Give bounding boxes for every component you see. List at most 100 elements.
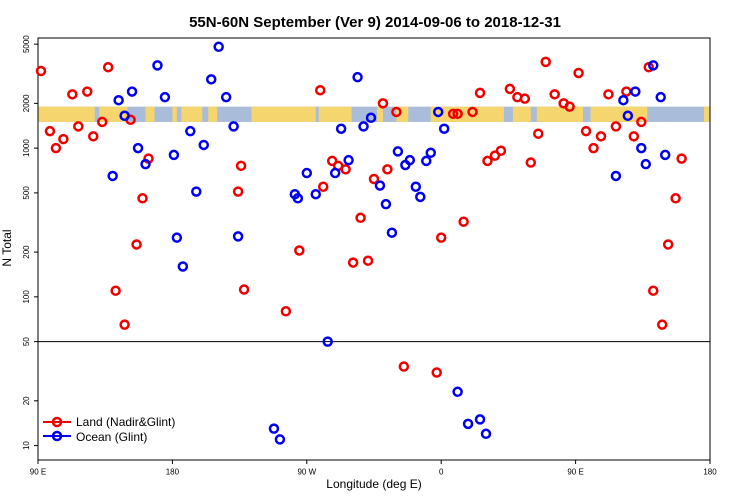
y-tick-label: 100 [22, 290, 31, 304]
y-tick-label: 1000 [22, 139, 31, 157]
land-point [670, 193, 681, 204]
ocean-point [655, 91, 666, 103]
land-point [595, 131, 607, 142]
ocean-point [228, 121, 239, 132]
legend-ocean-label: Ocean (Glint) [76, 430, 147, 444]
ocean-point [171, 232, 183, 243]
land-point [452, 108, 463, 120]
land-point [238, 284, 250, 295]
land-point [58, 133, 69, 145]
land-point [398, 361, 410, 372]
x-tick-label: 0 [439, 468, 444, 477]
y-tick-label: 500 [22, 186, 31, 200]
land-point [482, 155, 493, 167]
land-point [280, 306, 292, 317]
ocean-point [421, 155, 432, 167]
land-point [294, 245, 305, 256]
land-point [235, 160, 247, 172]
ocean-point [329, 167, 341, 179]
land-point [519, 93, 531, 104]
land-point [355, 212, 366, 224]
ocean-point [220, 91, 232, 103]
land-point [636, 116, 647, 128]
land-point [44, 125, 56, 137]
ocean-point [159, 91, 171, 103]
land-point [340, 164, 351, 175]
ocean-point [177, 261, 189, 272]
y-tick-label: 2000 [22, 94, 31, 112]
ocean-point [630, 86, 641, 97]
ocean-point [185, 125, 196, 137]
ocean-point [191, 186, 202, 197]
land-point [540, 56, 551, 68]
land-ocean-band [38, 106, 710, 122]
y-tick-label: 5000 [22, 35, 31, 53]
plot-frame [37, 37, 711, 461]
y-axis: 10 20 50 100 200 500 1000 2000 5000 [22, 35, 38, 450]
land-segment [430, 106, 504, 122]
ocean-point [132, 142, 144, 154]
land-segment [396, 106, 409, 122]
ocean-point [274, 434, 286, 445]
ocean-point [659, 149, 671, 161]
x-axis-label: Longitude (deg E) [326, 477, 421, 491]
ocean-point [404, 154, 416, 166]
land-point [50, 142, 62, 154]
land-segment [704, 106, 710, 122]
land-segment [172, 106, 177, 122]
ocean-point [205, 74, 217, 85]
x-tick-label: 180 [703, 468, 717, 477]
ocean-point [410, 181, 422, 192]
land-point [110, 285, 121, 296]
land-point [588, 142, 599, 154]
ocean-point [268, 423, 280, 434]
land-point [467, 106, 478, 118]
ocean-point [474, 414, 486, 425]
ocean-point [343, 154, 354, 166]
land-segment [512, 106, 531, 122]
land-point [549, 89, 560, 100]
land-point [102, 61, 114, 73]
land-point [662, 239, 674, 250]
land-point [67, 89, 78, 100]
y-tick-label: 200 [22, 245, 31, 259]
ocean-point [610, 170, 622, 182]
land-segment [208, 106, 218, 122]
land-point [603, 89, 614, 100]
ocean-point [380, 198, 392, 210]
land-point [88, 131, 99, 142]
land-point [73, 121, 84, 132]
land-point [474, 87, 486, 99]
legend-land-marker [51, 416, 63, 428]
land-segment [590, 106, 648, 122]
x-axis: 90 E 180 90 W 0 90 E 180 [30, 460, 717, 477]
land-point [564, 101, 575, 112]
ocean-point [322, 336, 333, 347]
land-point [362, 255, 374, 266]
legend: Land (Nadir&Glint) Ocean (Glint) [43, 415, 175, 444]
ocean-point [636, 142, 647, 154]
y-tick-label: 20 [22, 396, 31, 405]
land-point [504, 83, 516, 95]
x-tick-label: 180 [166, 468, 180, 477]
land-point [621, 86, 632, 97]
land-point [232, 186, 244, 197]
y-tick-label: 10 [22, 441, 31, 450]
land-point [382, 164, 393, 175]
land-point [131, 239, 142, 250]
land-point [676, 153, 687, 164]
land-point [458, 216, 469, 227]
ocean-point [352, 71, 363, 83]
x-tick-label: 90 E [30, 468, 46, 477]
legend-land-label: Land (Nadir&Glint) [76, 415, 175, 429]
ocean-point [365, 112, 377, 124]
ocean-point [126, 86, 138, 97]
land-point [656, 319, 668, 330]
land-point [628, 131, 640, 142]
ocean-point [213, 41, 224, 53]
x-tick-label: 90 E [567, 468, 583, 477]
ocean-point [301, 167, 313, 179]
land-point [137, 193, 148, 204]
x-tick-label: 90 W [297, 468, 316, 477]
land-point [435, 232, 447, 243]
